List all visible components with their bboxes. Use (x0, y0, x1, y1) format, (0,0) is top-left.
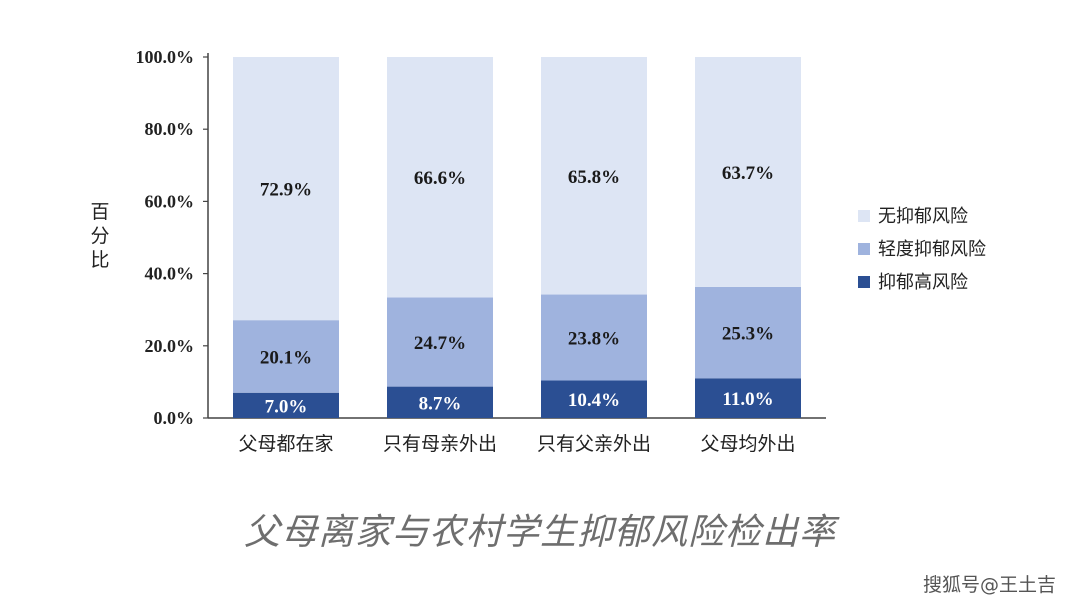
bar-segment (233, 392, 339, 418)
bar-segment (695, 378, 801, 418)
watermark: 搜狐号@王土吉 (922, 574, 1056, 596)
chart-data-labels: 7.0% 20.1% 72.9% 8.7% 24.7% 66.6% 10.4% 23.8% 65… (260, 163, 774, 417)
data-label: 63.7% (722, 163, 774, 184)
bar-segment (695, 286, 801, 379)
x-tick-label: 只有母亲外出 (383, 433, 497, 455)
data-label: 66.6% (414, 168, 466, 189)
legend-entry: 抑郁高风险 (878, 272, 968, 293)
chart-axes: 0.0% 20.0% 40.0% 60.0% 80.0% 100.0% 父母都在家 只有母亲外… (136, 47, 826, 455)
legend-entry: 无抑郁风险 (878, 206, 968, 227)
bar-segment (541, 380, 647, 418)
bar-segment (233, 320, 339, 393)
x-tick-label: 父母都在家 (238, 433, 333, 455)
bar-segment (541, 294, 647, 381)
bar-segment (387, 386, 493, 418)
x-tick-label: 只有父亲外出 (537, 433, 651, 455)
data-label: 72.9% (260, 180, 312, 201)
legend-entry: 轻度抑郁风险 (878, 239, 986, 260)
y-tick-label: 100.0% (136, 47, 195, 67)
y-tick-label: 20.0% (145, 336, 195, 356)
bar-segment (695, 57, 801, 287)
data-label: 20.1% (260, 347, 312, 368)
bar-segment (233, 57, 339, 321)
data-label: 65.8% (568, 167, 620, 188)
chart-bars (233, 57, 801, 418)
legend-swatch (858, 276, 870, 288)
bar-segment (387, 297, 493, 387)
data-label: 23.8% (568, 328, 620, 349)
data-label: 11.0% (722, 389, 773, 410)
data-label: 8.7% (419, 393, 462, 414)
y-axis-label: 百分比 (90, 201, 110, 271)
bar-segment (541, 57, 647, 295)
data-label: 7.0% (265, 396, 308, 417)
y-tick-label: 0.0% (154, 408, 195, 428)
data-label: 24.7% (414, 333, 466, 354)
x-tick-label: 父母均外出 (700, 433, 795, 455)
data-label: 25.3% (722, 324, 774, 345)
chart-caption: 父母离家与农村学生抑郁风险检出率 (243, 512, 836, 553)
y-tick-label: 60.0% (145, 191, 195, 211)
y-tick-label: 40.0% (145, 264, 195, 284)
y-tick-label: 80.0% (145, 119, 195, 139)
legend-swatch (858, 243, 870, 255)
data-label: 10.4% (568, 390, 620, 411)
bar-segment (387, 57, 493, 298)
legend-swatch (858, 210, 870, 222)
